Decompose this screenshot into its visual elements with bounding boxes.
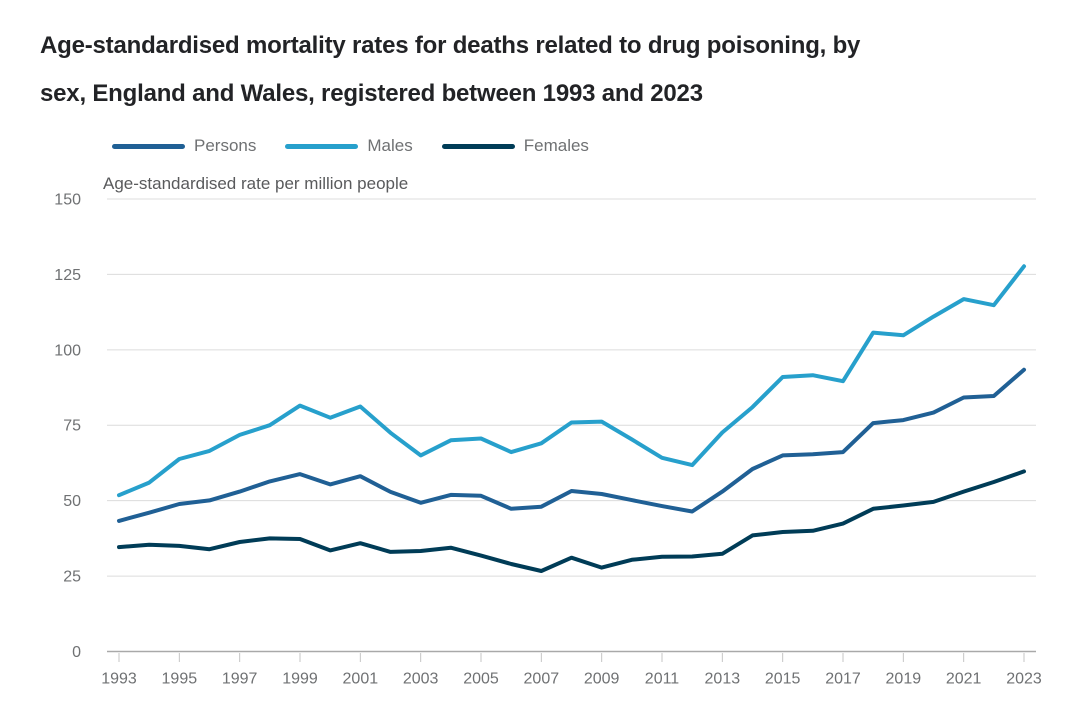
y-tick-label-125: 125 [54,267,81,284]
x-tick-label-2001: 2001 [343,671,379,688]
y-tick-label-150: 150 [54,191,81,208]
x-tick-label-2007: 2007 [524,671,560,688]
legend-label-persons: Persons [194,136,257,155]
chart-title-line2: sex, England and Wales, registered betwe… [40,80,703,107]
x-tick-label-2021: 2021 [946,671,982,688]
legend-item-females: Females [441,136,589,156]
y-tick-label-0: 0 [72,644,81,661]
legend-swatch-females-icon [441,143,515,149]
y-tick-label-50: 50 [63,493,81,510]
chart-title-line1: Age-standardised mortality rates for dea… [40,32,861,59]
legend-item-persons: Persons [112,136,256,156]
y-tick-label-100: 100 [54,342,81,359]
chart-title: Age-standardised mortality rates for dea… [40,22,1000,118]
legend-swatch-males-icon [285,143,359,149]
x-tick-label-1993: 1993 [101,671,137,688]
x-tick-label-2019: 2019 [886,671,922,688]
x-tick-label-2015: 2015 [765,671,801,688]
legend-swatch-persons-icon [112,143,185,149]
chart-legend: Persons Males Females [112,136,618,156]
x-tick-label-2011: 2011 [645,671,680,688]
legend-label-females: Females [523,136,589,155]
x-tick-label-2013: 2013 [705,671,741,688]
legend-item-males: Males [285,136,413,156]
x-tick-label-2005: 2005 [463,671,499,688]
legend-label-males: Males [367,136,413,155]
x-tick-label-1999: 1999 [282,671,318,688]
x-tick-label-2023: 2023 [1006,671,1042,688]
y-tick-label-75: 75 [63,418,81,435]
y-tick-label-25: 25 [63,569,81,586]
series-line-females [117,469,1026,573]
x-tick-label-1997: 1997 [222,671,258,688]
chart-subtitle: Age-standardised rate per million people [103,174,409,193]
x-tick-label-2009: 2009 [584,671,620,688]
x-tick-label-2003: 2003 [403,671,439,688]
x-tick-label-1995: 1995 [162,671,198,688]
series-line-persons [117,367,1026,523]
series-line-males [117,264,1026,498]
x-tick-label-2017: 2017 [825,671,861,688]
